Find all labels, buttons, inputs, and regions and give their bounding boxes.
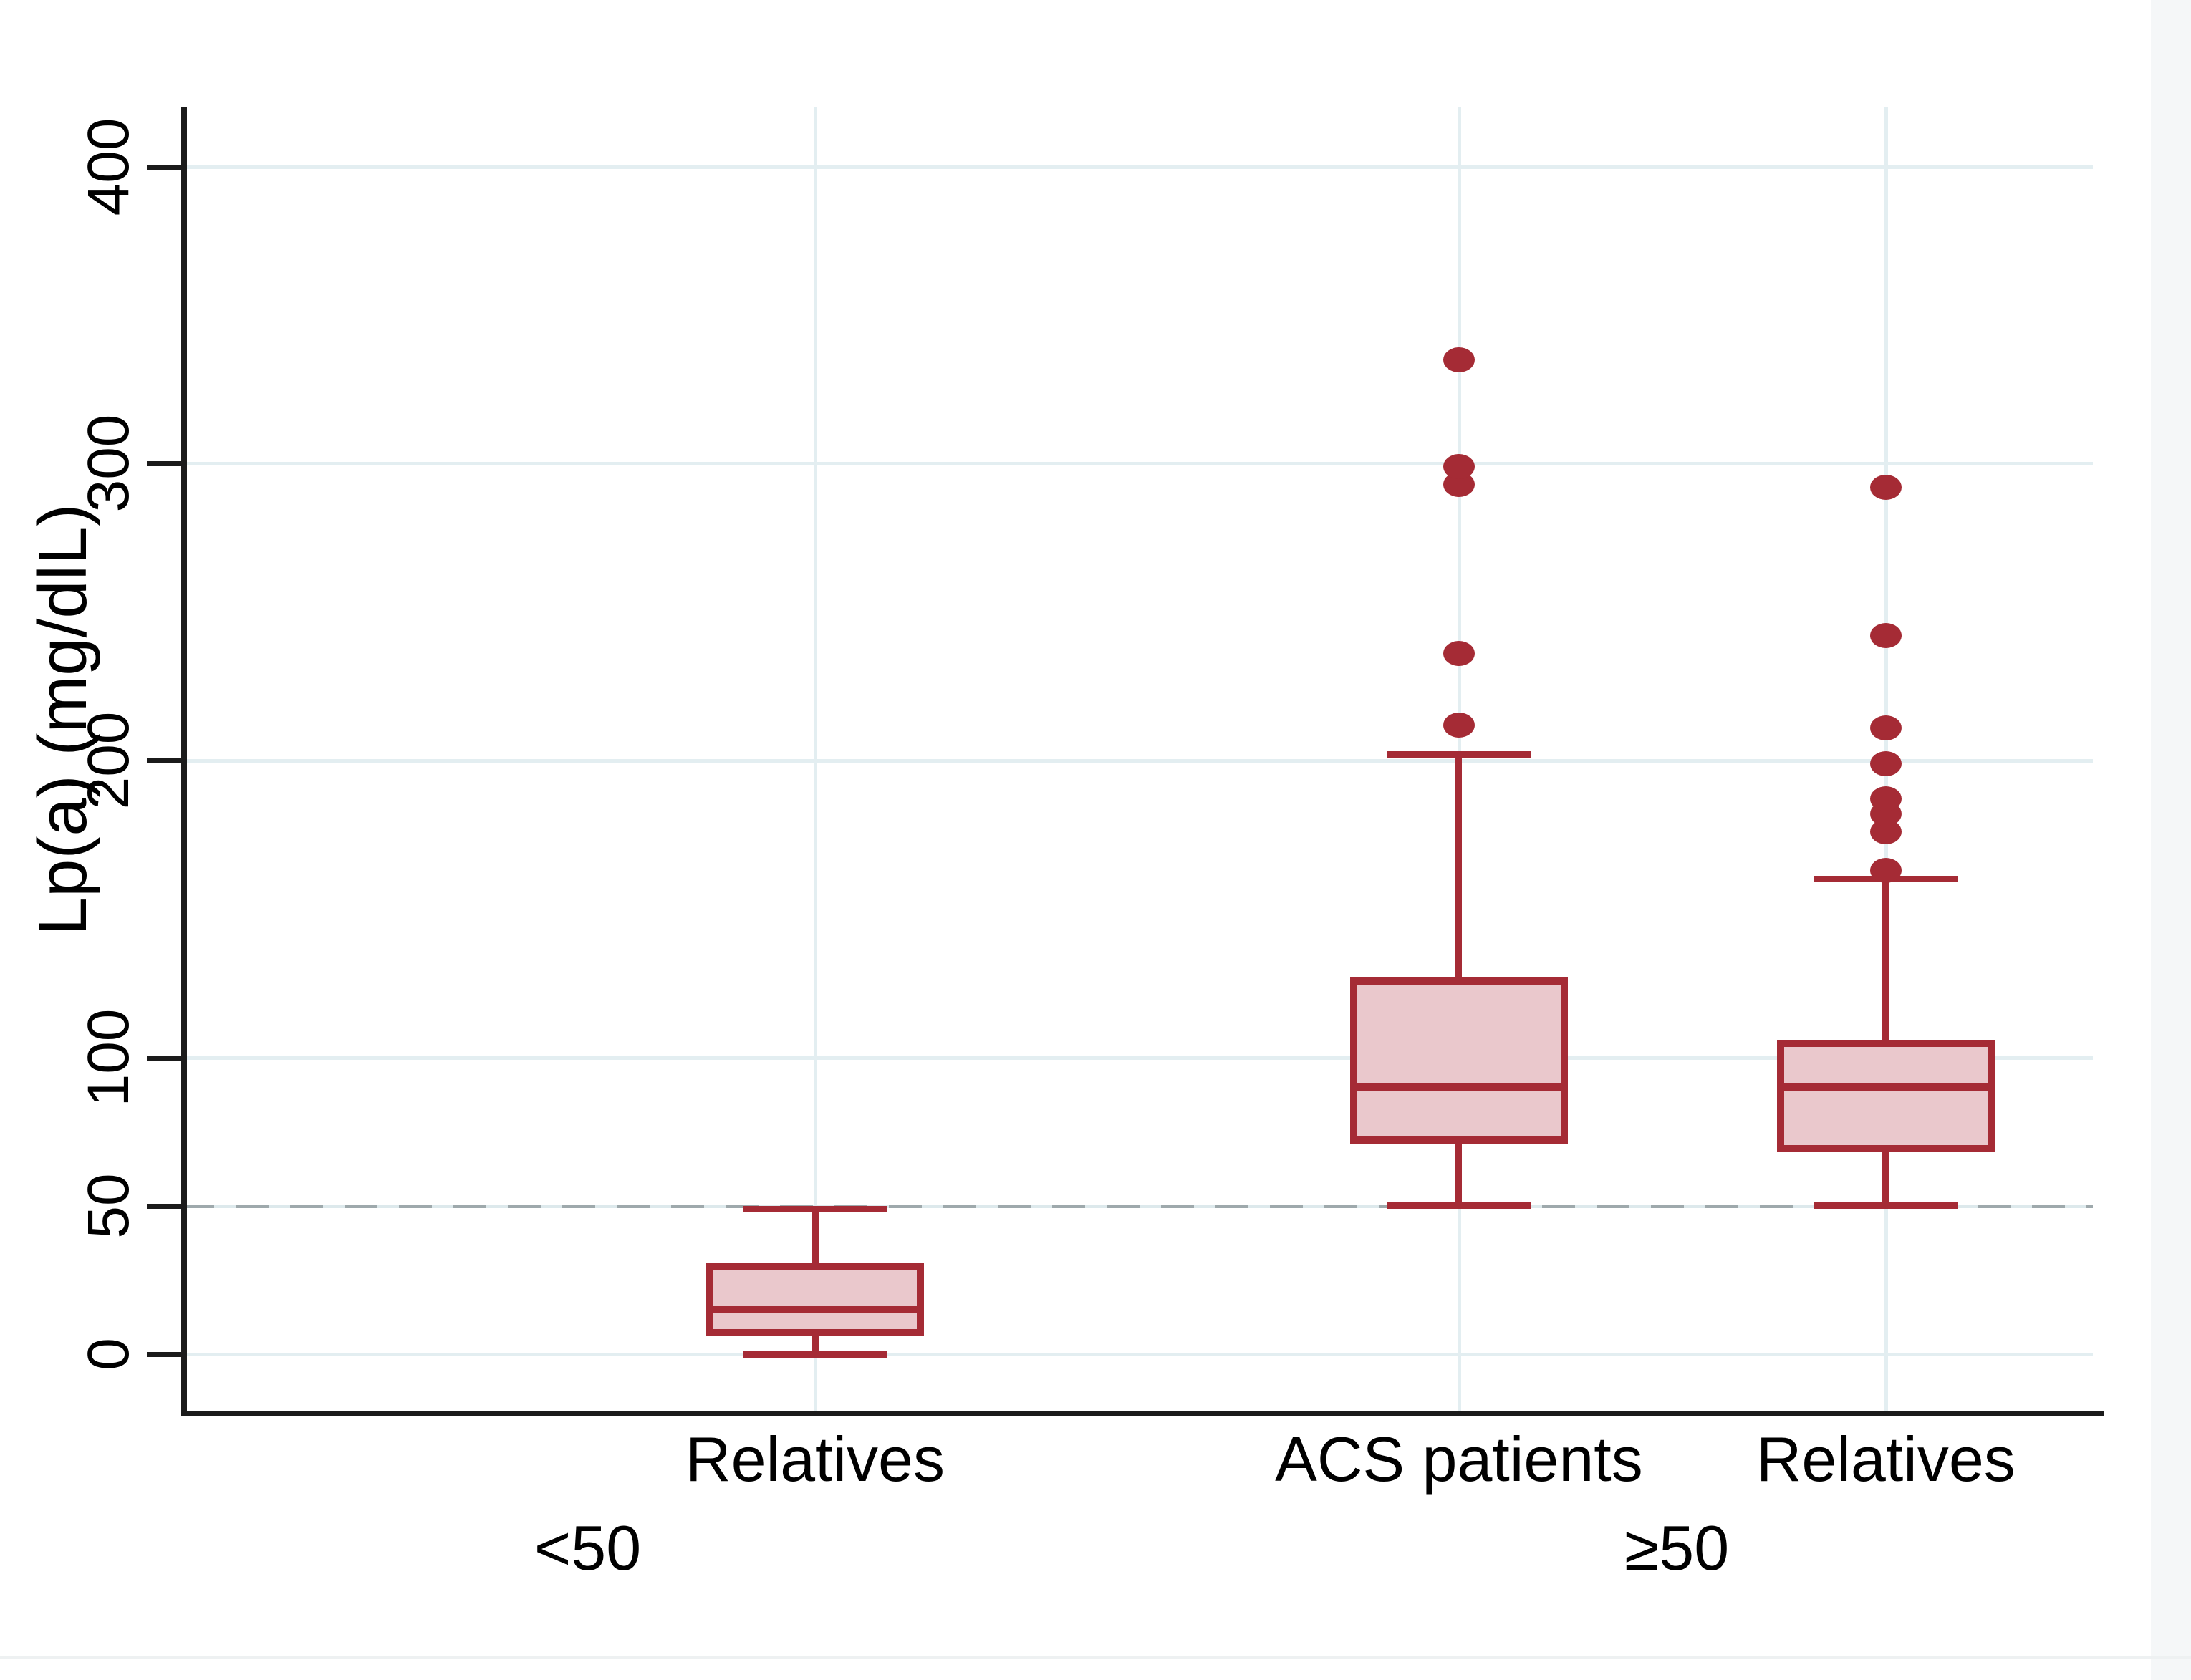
x-category-label-relatives: Relatives [1756, 1424, 2016, 1495]
y-tick-label-100: 100 [76, 1008, 141, 1107]
median-line [1357, 1083, 1561, 1091]
whisker-upper [812, 1209, 819, 1263]
outlier-dot-236 [1443, 641, 1475, 667]
outlier-dot-212 [1443, 712, 1475, 738]
outlier-dot-199 [1869, 750, 1902, 776]
outlier-dot-163 [1869, 857, 1902, 883]
y-tick-label-50: 50 [76, 1173, 141, 1239]
y-tick-label-300: 300 [76, 415, 141, 513]
whisker-lower [1882, 1152, 1889, 1206]
whisker-cap-upper [1387, 751, 1531, 758]
x-category-label-relatives: Relatives [685, 1424, 945, 1495]
whisker-lower [1455, 1143, 1463, 1206]
x-category-label-acs-patients: ACS patients [1275, 1424, 1643, 1495]
whisker-cap-lower [1814, 1202, 1958, 1210]
median-line [713, 1306, 918, 1314]
y-tick-label-0: 0 [76, 1338, 141, 1371]
y-tick-100 [147, 1055, 181, 1061]
whisker-cap-lower [1387, 1202, 1531, 1210]
reference-line-dashed [181, 1204, 2093, 1208]
box-acs-patients [1349, 977, 1568, 1144]
whisker-cap-upper [743, 1205, 887, 1212]
y-tick-200 [147, 758, 181, 764]
gridline-y-200 [181, 759, 2093, 763]
median-line [1783, 1083, 1988, 1091]
y-tick-50 [147, 1203, 181, 1209]
y-tick-label-400: 400 [76, 117, 141, 216]
box-relatives [706, 1262, 925, 1337]
gridline-y-400 [181, 165, 2093, 169]
x-axis-line [181, 1411, 2104, 1416]
gridline-y-300 [181, 462, 2093, 466]
whisker-upper [1882, 879, 1889, 1040]
y-tick-300 [147, 461, 181, 467]
whisker-upper [1455, 754, 1463, 977]
y-tick-0 [147, 1352, 181, 1358]
x-group-label-<50: <50 [534, 1512, 642, 1583]
outlier-dot-335 [1443, 347, 1475, 372]
gridline-x-relatives [814, 107, 818, 1411]
right-background-band [2151, 0, 2191, 1680]
x-group-label-≥50: ≥50 [1624, 1512, 1730, 1583]
whisker-lower [812, 1336, 819, 1355]
bottom-hairline [0, 1656, 2191, 1659]
outlier-dot-187 [1869, 786, 1902, 812]
y-axis-line [181, 107, 187, 1416]
y-tick-400 [147, 164, 181, 170]
gridline-y-0 [181, 1353, 2093, 1357]
whisker-cap-lower [743, 1351, 887, 1358]
box-relatives [1776, 1039, 1995, 1153]
outlier-dot-299 [1443, 454, 1475, 480]
gridline-y-100 [181, 1056, 2093, 1060]
outlier-dot-292 [1869, 475, 1902, 501]
outlier-dot-211 [1869, 715, 1902, 740]
outlier-dot-242 [1869, 623, 1902, 649]
y-tick-label-200: 200 [76, 711, 141, 810]
